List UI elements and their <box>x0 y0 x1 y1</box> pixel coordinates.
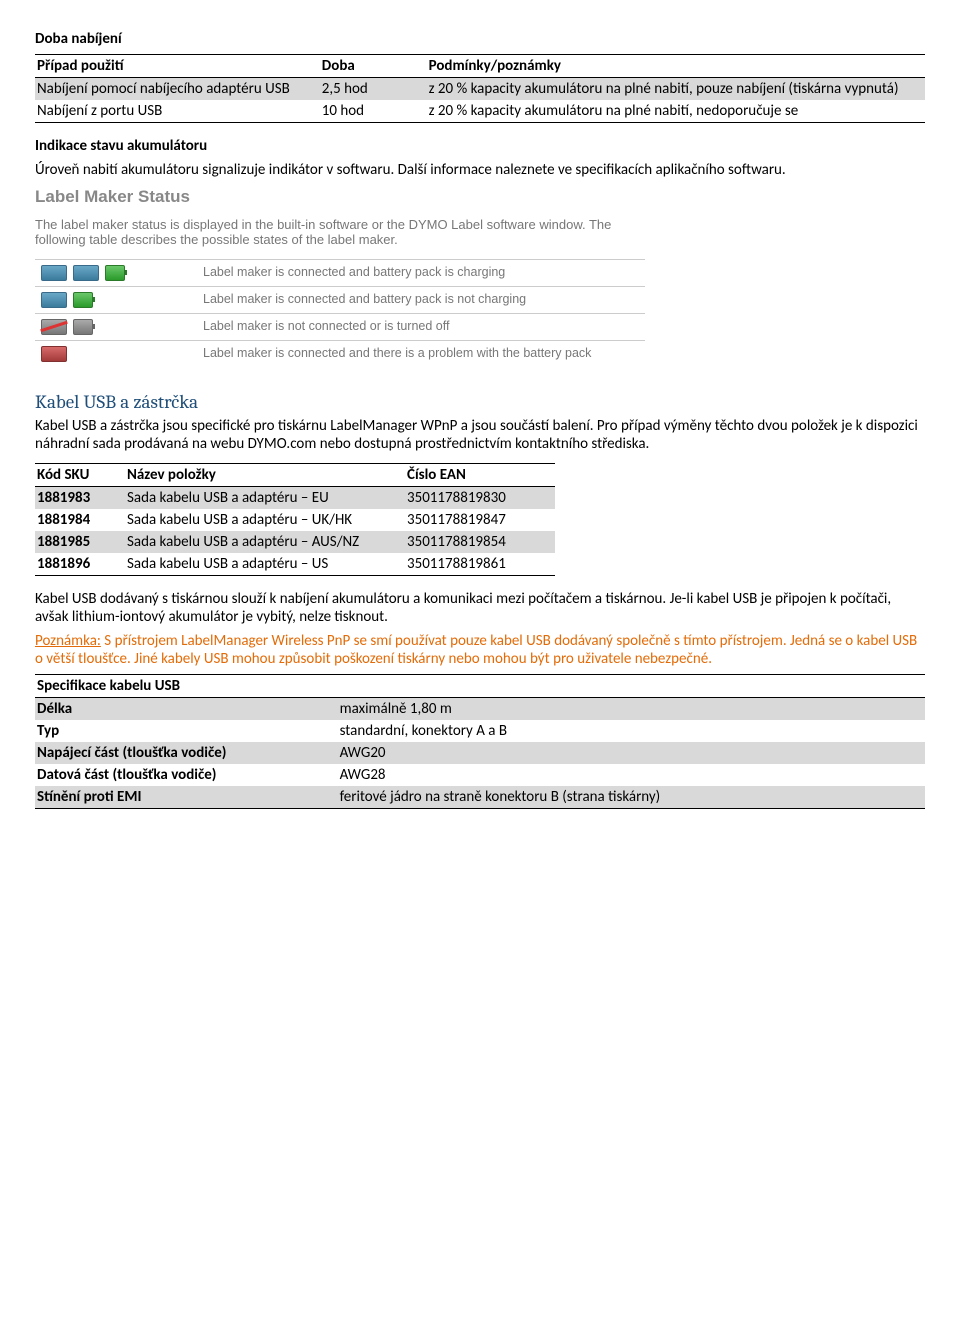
cell: 3501178819854 <box>405 531 555 553</box>
usb-cable-note: Poznámka: S přístrojem LabelManager Wire… <box>35 632 925 668</box>
table-row: Délka maximálně 1,80 m <box>35 698 925 721</box>
cell: Datová část (tloušťka vodiče) <box>35 764 338 786</box>
sku-table: Kód SKU Název položky Číslo EAN 1881983 … <box>35 463 555 576</box>
table-header-row: Kód SKU Název položky Číslo EAN <box>35 464 555 487</box>
cell: 1881985 <box>35 531 125 553</box>
status-intro: The label maker status is displayed in t… <box>35 217 645 247</box>
cell: Nabíjení z portu USB <box>35 100 320 123</box>
cell: Sada kabelu USB a adaptéru – UK/HK <box>125 509 405 531</box>
table-row: Nabíjení z portu USB 10 hod z 20 % kapac… <box>35 100 925 123</box>
cell: 1881984 <box>35 509 125 531</box>
battery-indication-body: Úroveň nabití akumulátoru signalizuje in… <box>35 161 925 179</box>
cell: maximálně 1,80 m <box>338 698 925 721</box>
table-header-row: Případ použití Doba Podmínky/poznámky <box>35 55 925 78</box>
status-row: Label maker is not connected or is turne… <box>35 314 645 341</box>
cell: Typ <box>35 720 338 742</box>
battery-indication-title: Indikace stavu akumulátoru <box>35 137 925 155</box>
cell: 10 hod <box>320 100 427 123</box>
table-row: Typ standardní, konektory A a B <box>35 720 925 742</box>
col-notes: Podmínky/poznámky <box>427 55 925 78</box>
status-row: Label maker is connected and there is a … <box>35 341 645 368</box>
note-text: S přístrojem LabelManager Wireless PnP s… <box>35 632 917 668</box>
status-desc: Label maker is connected and battery pac… <box>197 287 645 314</box>
printer-off-icon <box>41 319 67 335</box>
table-row: 1881896 Sada kabelu USB a adaptéru – US … <box>35 553 555 576</box>
cell: AWG20 <box>338 742 925 764</box>
status-row: Label maker is connected and battery pac… <box>35 287 645 314</box>
cell: Délka <box>35 698 338 721</box>
col-item: Název položky <box>125 464 405 487</box>
status-title: Label Maker Status <box>35 187 645 207</box>
col-ean: Číslo EAN <box>405 464 555 487</box>
printer-error-icon <box>41 346 67 362</box>
cell: feritové jádro na straně konektoru B (st… <box>338 786 925 809</box>
usb-spec-title: Specifikace kabelu USB <box>35 675 925 698</box>
status-icons-disconnected <box>41 319 191 335</box>
cell: z 20 % kapacity akumulátoru na plné nabi… <box>427 78 925 101</box>
status-desc: Label maker is not connected or is turne… <box>197 314 645 341</box>
table-row: 1881983 Sada kabelu USB a adaptéru – EU … <box>35 487 555 510</box>
status-icons-charging <box>41 265 191 281</box>
cell: 2,5 hod <box>320 78 427 101</box>
cell: Napájecí část (tloušťka vodiče) <box>35 742 338 764</box>
battery-icon <box>73 292 93 308</box>
cell: Stínění proti EMI <box>35 786 338 809</box>
table-row: Datová část (tloušťka vodiče) AWG28 <box>35 764 925 786</box>
cell: z 20 % kapacity akumulátoru na plné nabi… <box>427 100 925 123</box>
usb-cable-para2: Kabel USB dodávaný s tiskárnou slouží k … <box>35 590 925 626</box>
usb-cable-title: Kabel USB a zástrčka <box>35 391 925 413</box>
note-label: Poznámka: <box>35 632 101 650</box>
cell: Sada kabelu USB a adaptéru – EU <box>125 487 405 510</box>
col-sku: Kód SKU <box>35 464 125 487</box>
status-desc: Label maker is connected and there is a … <box>197 341 645 368</box>
cell: 1881983 <box>35 487 125 510</box>
status-desc: Label maker is connected and battery pac… <box>197 260 645 287</box>
charging-time-table: Případ použití Doba Podmínky/poznámky Na… <box>35 54 925 123</box>
cell: 3501178819830 <box>405 487 555 510</box>
cell: Sada kabelu USB a adaptéru – US <box>125 553 405 576</box>
charging-time-title: Doba nabíjení <box>35 30 925 48</box>
cell: 1881896 <box>35 553 125 576</box>
battery-icon <box>105 265 125 281</box>
cell: 3501178819861 <box>405 553 555 576</box>
table-row: Stínění proti EMI feritové jádro na stra… <box>35 786 925 809</box>
battery-grey-icon <box>73 319 93 335</box>
table-row: 1881985 Sada kabelu USB a adaptéru – AUS… <box>35 531 555 553</box>
table-row: Napájecí část (tloušťka vodiče) AWG20 <box>35 742 925 764</box>
cell: Nabíjení pomocí nabíjecího adaptéru USB <box>35 78 320 101</box>
status-row: Label maker is connected and battery pac… <box>35 260 645 287</box>
cell: 3501178819847 <box>405 509 555 531</box>
col-duration: Doba <box>320 55 427 78</box>
usb-cable-body: Kabel USB a zástrčka jsou specifické pro… <box>35 417 925 453</box>
printer-icon <box>41 292 67 308</box>
cell: standardní, konektory A a B <box>338 720 925 742</box>
cell: AWG28 <box>338 764 925 786</box>
table-row: 1881984 Sada kabelu USB a adaptéru – UK/… <box>35 509 555 531</box>
table-header-row: Specifikace kabelu USB <box>35 675 925 698</box>
label-maker-status-box: Label Maker Status The label maker statu… <box>35 187 645 367</box>
printer-icon <box>41 265 67 281</box>
col-case: Případ použití <box>35 55 320 78</box>
status-table: Label maker is connected and battery pac… <box>35 259 645 367</box>
table-row: Nabíjení pomocí nabíjecího adaptéru USB … <box>35 78 925 101</box>
cell: Sada kabelu USB a adaptéru – AUS/NZ <box>125 531 405 553</box>
status-icons-problem <box>41 346 191 362</box>
status-icons-not-charging <box>41 292 191 308</box>
printer-icon <box>73 265 99 281</box>
usb-spec-table: Specifikace kabelu USB Délka maximálně 1… <box>35 674 925 809</box>
